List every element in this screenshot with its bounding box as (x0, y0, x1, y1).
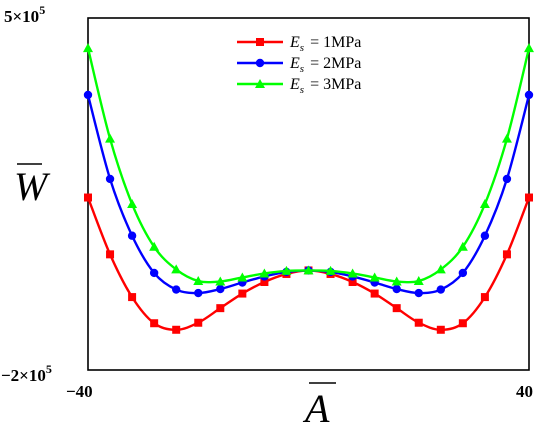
series-1 (84, 193, 533, 334)
data-point-2-3 (127, 231, 137, 240)
data-point-1-16 (414, 318, 423, 327)
data-point-2-5 (172, 285, 181, 294)
data-point-2-15 (392, 284, 401, 294)
legend-marker (256, 38, 264, 46)
x-tick-max: 40 (516, 382, 533, 401)
data-point-3-17 (435, 264, 446, 274)
legend-marker (255, 58, 265, 68)
data-point-3-4 (149, 241, 160, 251)
data-point-2-4 (149, 268, 159, 278)
data-point-1-2 (106, 250, 115, 259)
data-point-1-14 (370, 289, 379, 298)
data-point-2-16 (414, 288, 423, 298)
series-layer (83, 43, 534, 334)
data-point-3-18 (457, 241, 468, 251)
data-point-1-6 (194, 318, 203, 327)
data-point-1-20 (502, 250, 511, 259)
y-axis-label: W (14, 164, 51, 209)
data-point-1-18 (458, 319, 467, 328)
data-point-1-5 (172, 325, 181, 334)
series-line-1 (86, 197, 531, 331)
data-point-1-8 (238, 289, 247, 298)
data-point-1-1 (84, 193, 92, 202)
data-point-3-19 (479, 199, 490, 209)
data-point-3-5 (171, 264, 182, 274)
data-point-3-1 (83, 43, 93, 53)
legend-entry-2: Es = 2MPa (237, 55, 361, 75)
data-point-2-17 (436, 285, 445, 294)
data-point-2-19 (480, 231, 490, 240)
data-point-2-20 (502, 174, 512, 184)
data-point-1-13 (348, 278, 357, 286)
series-3 (83, 43, 534, 286)
data-point-3-11 (303, 265, 314, 275)
data-point-2-18 (458, 268, 468, 278)
data-point-3-14 (369, 272, 380, 282)
legend-entry-3: Es = 3MPa (237, 76, 361, 96)
data-point-3-7 (215, 276, 226, 286)
y-tick-min: −2×105 (1, 362, 52, 385)
legend-label: Es = 3MPa (289, 76, 361, 96)
data-point-3-15 (391, 276, 402, 286)
data-point-1-21 (525, 193, 533, 202)
data-point-3-3 (127, 199, 138, 209)
data-point-3-9 (259, 268, 270, 278)
data-point-1-9 (260, 278, 269, 286)
data-point-3-2 (105, 133, 116, 143)
series-line-2 (86, 94, 531, 295)
legend-entry-1: Es = 1MPa (237, 34, 361, 54)
data-point-2-1 (83, 90, 93, 100)
y-tick-max: 5×105 (4, 3, 45, 26)
x-axis-label: A (302, 386, 330, 431)
data-point-3-10 (281, 265, 292, 275)
data-point-3-16 (413, 275, 424, 285)
data-point-3-20 (501, 133, 512, 143)
plot-frame (87, 17, 530, 371)
data-point-1-7 (216, 304, 225, 313)
data-point-1-3 (128, 293, 137, 302)
data-point-3-21 (524, 43, 534, 53)
data-point-2-2 (105, 174, 115, 184)
data-point-2-21 (524, 90, 534, 100)
legend-marker (255, 79, 265, 88)
x-tick-min: −40 (66, 382, 93, 401)
data-point-1-15 (392, 304, 401, 313)
legend-label: Es = 1MPa (289, 34, 361, 54)
data-point-2-6 (194, 288, 203, 298)
legend-label: Es = 2MPa (289, 55, 361, 75)
data-point-1-4 (150, 319, 159, 328)
data-point-3-13 (347, 268, 358, 278)
data-point-3-6 (193, 275, 204, 285)
data-point-1-17 (436, 325, 445, 334)
data-point-3-12 (325, 265, 336, 275)
data-point-3-8 (237, 272, 248, 282)
data-point-1-19 (480, 293, 489, 302)
data-point-2-7 (216, 284, 225, 294)
